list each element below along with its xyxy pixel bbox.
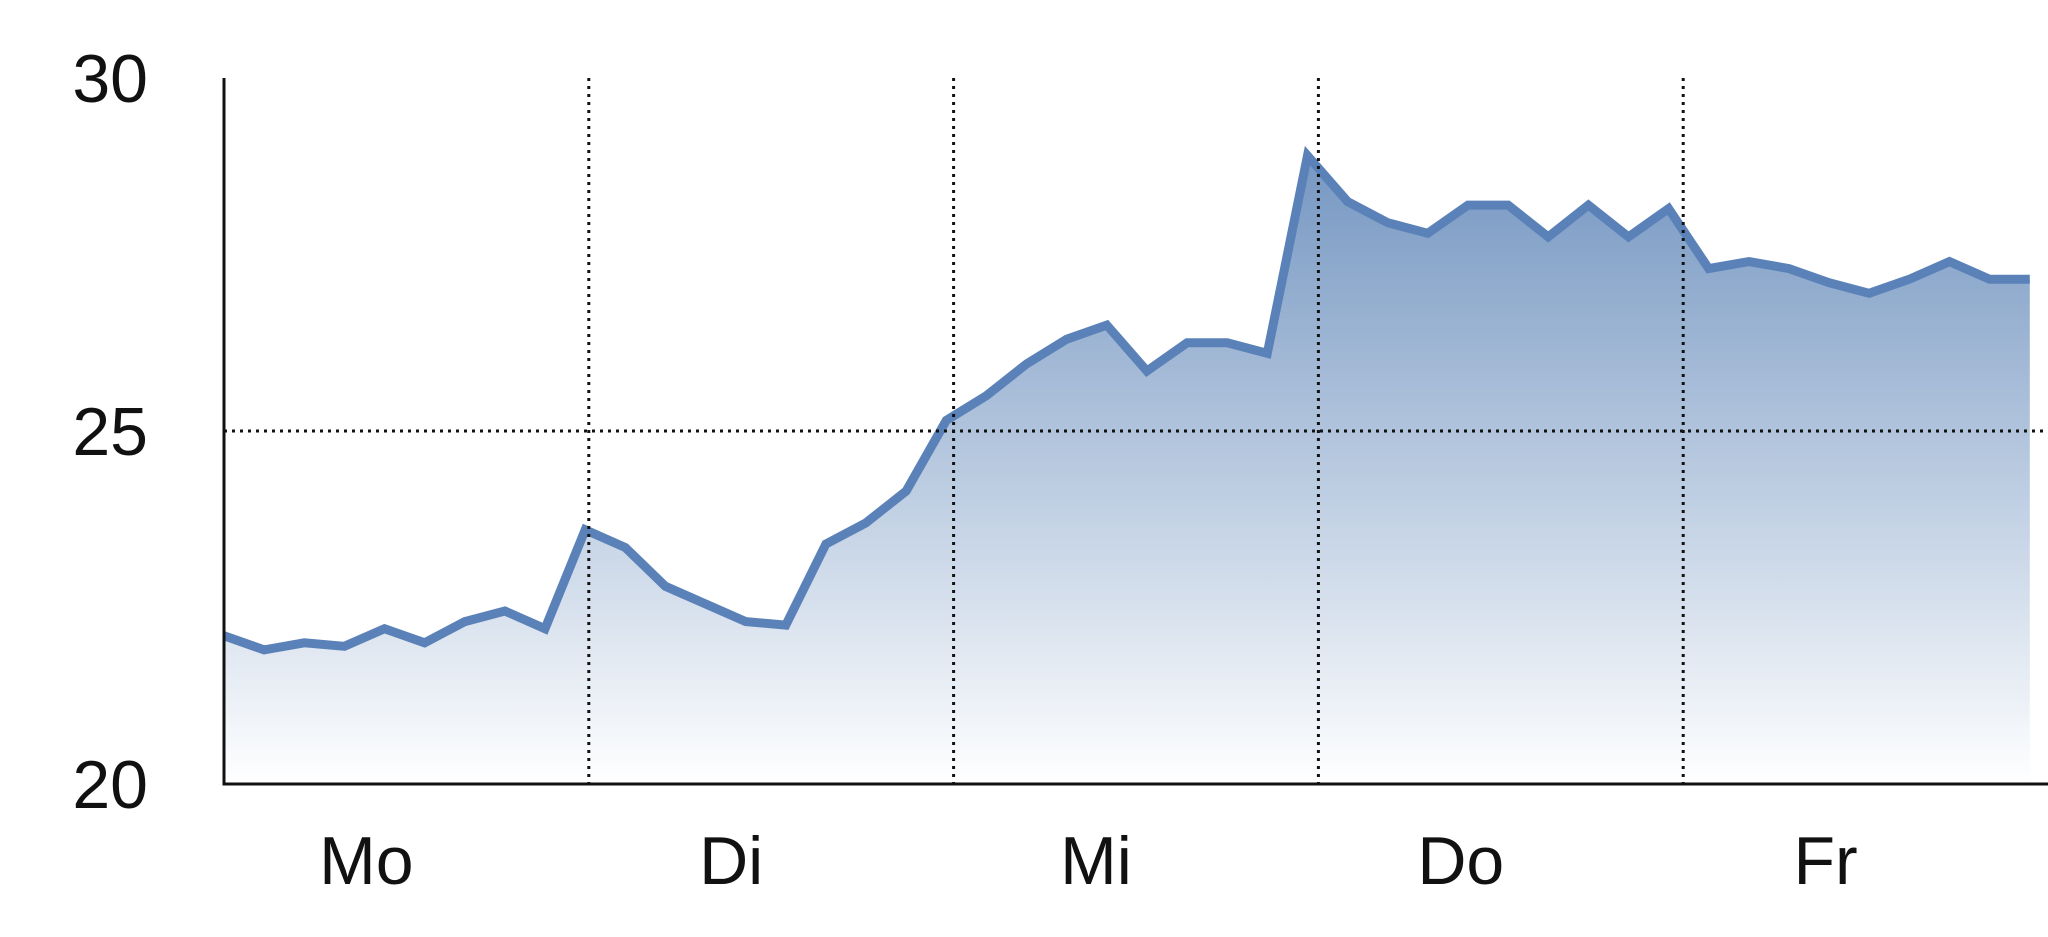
x-tick-label: Mo bbox=[319, 823, 413, 899]
series-area-fill bbox=[224, 155, 2030, 784]
x-tick-label: Di bbox=[699, 823, 763, 899]
series-line bbox=[222, 145, 2030, 655]
y-tick-label: 25 bbox=[72, 394, 148, 470]
y-tick-label: 30 bbox=[72, 41, 148, 117]
x-tick-label: Fr bbox=[1794, 823, 1858, 899]
label-layer: 20 25 30 Mo Di Mi Do Fr bbox=[72, 41, 2048, 899]
area-layer bbox=[222, 145, 2030, 784]
x-tick-label: Mi bbox=[1060, 823, 1132, 899]
x-tick-label: Do bbox=[1417, 823, 1504, 899]
y-tick-label: 20 bbox=[72, 747, 148, 823]
